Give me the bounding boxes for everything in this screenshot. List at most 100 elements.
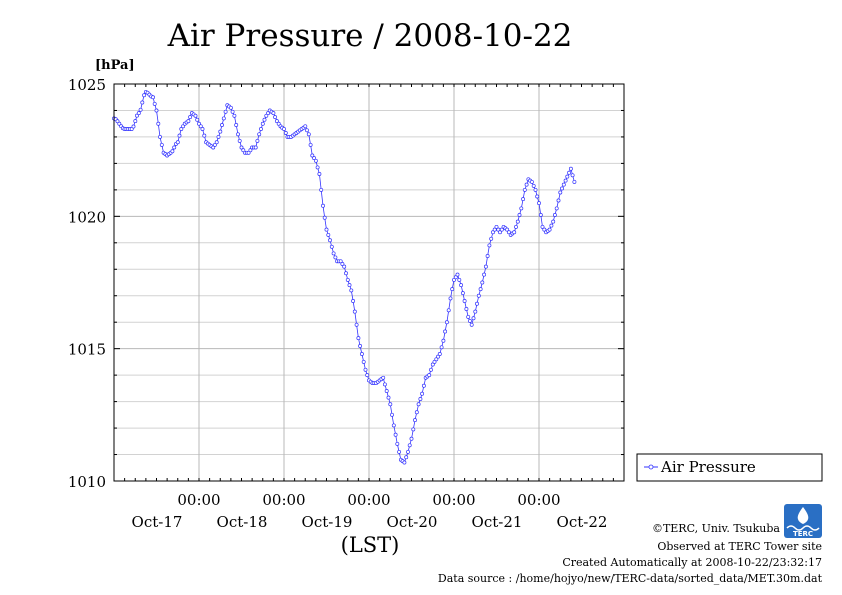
data-point (340, 262, 345, 266)
data-point (138, 107, 143, 112)
data-point (177, 133, 182, 138)
data-point (152, 101, 157, 106)
data-point (214, 140, 219, 145)
data-point (384, 389, 389, 393)
x-tick-date-label: Oct-20 (387, 513, 438, 531)
data-point (467, 318, 472, 323)
data-point (345, 277, 350, 282)
data-point (264, 113, 269, 118)
data-point (388, 402, 393, 407)
legend-marker-swatch (648, 464, 654, 470)
data-point (306, 132, 311, 137)
data-point (198, 124, 203, 129)
x-tick-time-label: 00:00 (347, 491, 390, 509)
y-tick-label: 1010 (68, 473, 106, 491)
logo-drop-icon (797, 507, 809, 524)
data-point (427, 373, 432, 378)
data-point (159, 142, 164, 147)
data-point (271, 111, 276, 116)
data-point (466, 314, 471, 319)
data-point (556, 198, 561, 203)
data-point (475, 301, 479, 306)
y-tick-label: 1025 (68, 76, 106, 94)
data-point (551, 219, 556, 224)
data-point (223, 109, 228, 114)
data-point (505, 227, 510, 232)
data-point (542, 227, 547, 232)
data-point (448, 296, 453, 301)
data-point (476, 293, 481, 298)
data-point (351, 299, 356, 303)
data-point (512, 230, 517, 235)
data-point (313, 158, 318, 163)
data-point (567, 170, 572, 175)
data-point (172, 145, 177, 150)
data-point (554, 206, 559, 211)
data-point (253, 145, 258, 150)
data-point (236, 132, 240, 137)
data-point (444, 320, 449, 325)
logo-wave-icon (786, 525, 820, 531)
data-point (135, 113, 139, 118)
data-point (460, 291, 465, 296)
data-point (365, 373, 370, 378)
data-point (326, 232, 331, 237)
x-tick-date-label: Oct-22 (557, 513, 608, 531)
data-point (151, 95, 155, 100)
x-tick-time-label: 00:00 (262, 491, 305, 509)
data-point (331, 251, 336, 256)
data-point (211, 145, 216, 150)
data-point (319, 187, 324, 192)
data-point (228, 105, 233, 110)
data-point (333, 255, 338, 260)
data-point (462, 299, 467, 303)
x-tick-time-label: 00:00 (517, 491, 560, 509)
data-point (453, 275, 458, 280)
data-point (356, 336, 361, 341)
x-tick-date-label: Oct-17 (132, 513, 183, 531)
data-point (560, 186, 564, 191)
data-point (552, 213, 557, 217)
data-point (519, 206, 524, 211)
data-point (450, 287, 455, 292)
data-point (416, 402, 421, 407)
data-point (568, 166, 573, 171)
data-point (407, 443, 412, 448)
data-point (347, 283, 352, 288)
data-point (305, 128, 309, 133)
data-point (483, 264, 488, 269)
credit-site: Observed at TERC Tower site (657, 540, 822, 553)
legend-box (636, 453, 823, 482)
data-point (282, 127, 286, 131)
data-point (266, 111, 271, 116)
y-tick-label: 1020 (68, 208, 106, 226)
data-point (572, 179, 577, 184)
credit-created: Created Automatically at 2008-10-22/23:3… (562, 556, 822, 569)
data-point (262, 117, 267, 122)
legend: Air Pressure (636, 453, 823, 482)
data-point (140, 100, 145, 105)
data-point (218, 129, 223, 134)
data-point (308, 142, 313, 147)
data-point (315, 165, 320, 170)
x-tick-date-label: Oct-19 (302, 513, 353, 531)
x-axis-label: (LST) (341, 533, 400, 557)
data-point (406, 449, 410, 454)
data-point (212, 142, 217, 147)
data-point (455, 272, 460, 277)
data-point (361, 359, 366, 364)
data-point (478, 287, 483, 292)
data-point (430, 362, 435, 367)
tick-marks (113, 83, 625, 482)
data-point (352, 309, 357, 314)
data-point (397, 449, 402, 454)
data-point (317, 172, 322, 176)
data-point (563, 178, 568, 183)
data-point (549, 223, 554, 228)
data-point (381, 375, 386, 380)
data-point (459, 283, 464, 288)
data-point (480, 280, 485, 285)
data-point (418, 397, 423, 401)
data-point (547, 227, 552, 232)
data-point (565, 174, 570, 179)
